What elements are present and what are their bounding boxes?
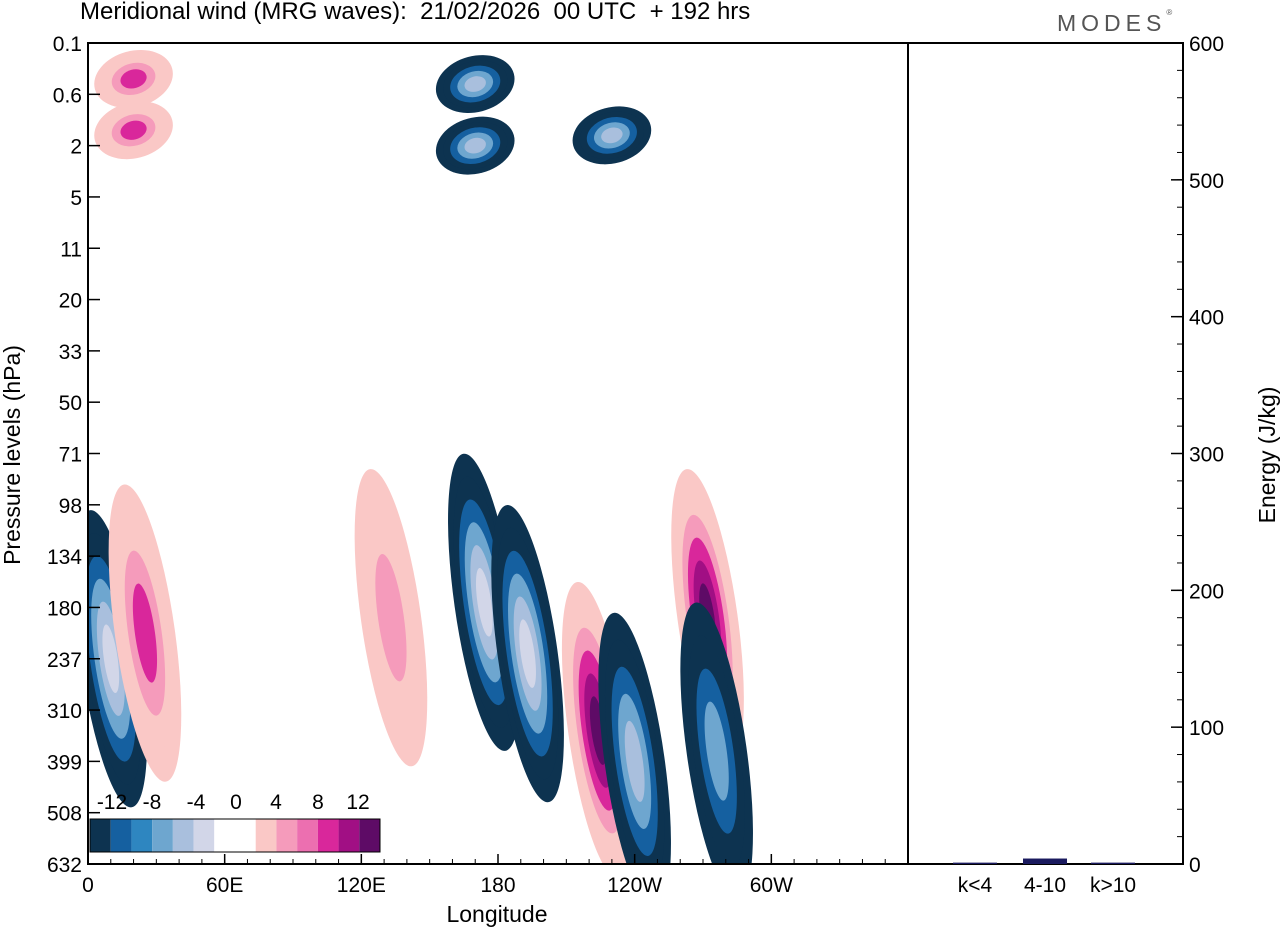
energy-plot-frame: [907, 42, 1184, 865]
y-tick-label: 98: [59, 495, 82, 518]
y-tick-label: 399: [47, 751, 82, 774]
energy-category-label: 4-10: [1024, 874, 1066, 897]
energy-category-label: k>10: [1090, 874, 1136, 897]
colorbar-cell: [172, 819, 194, 852]
colorbar-cell: [276, 819, 298, 852]
y-tick-label: 508: [47, 803, 82, 826]
x-tick-label: 0: [82, 874, 94, 897]
energy-tick-label: 600: [1189, 33, 1224, 56]
x-tick-label: 120E: [337, 874, 386, 897]
axis-labels: 0 60E 120E 180 120W 60W 0.1 0.6 2 5 11 20 33 50 71 98 13…: [47, 33, 1224, 897]
y-tick-label: 50: [59, 392, 82, 415]
colorbar-label: 0: [230, 791, 242, 814]
energy-tick-label: 100: [1189, 717, 1224, 740]
y-tick-label: 71: [59, 444, 82, 467]
brand-logo: MODES®: [1057, 8, 1173, 37]
colorbar-cell: [235, 819, 256, 852]
x-tick-label: 60E: [206, 874, 243, 897]
colorbar-label: -4: [187, 791, 206, 814]
colorbar-cell: [193, 819, 215, 852]
colorbar: -12 -8 -4 0 4 8 12: [89, 791, 381, 853]
y-tick-label: 237: [47, 649, 82, 672]
contour-band: [120, 120, 147, 140]
y-tick-label: 11: [60, 238, 82, 261]
x-tick-label: 180: [480, 874, 515, 897]
colorbar-cell: [297, 819, 318, 852]
energy-category-label: k<4: [958, 874, 993, 897]
colorbar-label: 4: [270, 791, 282, 814]
colorbar-cell: [214, 819, 235, 852]
y-tick-label: 134: [47, 546, 82, 569]
y-tick-label: 632: [47, 854, 82, 877]
contour-band: [375, 554, 407, 682]
y-tick-label: 0.6: [53, 84, 82, 107]
y-tick-label: 2: [70, 136, 82, 159]
y-axis-title: Pressure levels (hPa): [0, 345, 25, 565]
energy-bars: [953, 858, 1135, 864]
colorbar-cell: [255, 819, 277, 852]
contour-band: [464, 137, 486, 154]
colorbar-label: -8: [143, 791, 162, 814]
y-tick-label: 0.1: [53, 33, 82, 56]
y-tick-label: 310: [47, 700, 82, 723]
colorbar-label: -12: [97, 791, 127, 814]
y-tick-label: 180: [47, 597, 82, 620]
x-tick-label: 120W: [607, 874, 662, 897]
colorbar-cell: [110, 819, 132, 852]
colorbar-cell: [131, 819, 153, 852]
energy-tick-label: 500: [1189, 170, 1224, 193]
energy-tick-label: 400: [1189, 307, 1224, 330]
chart-title: Meridional wind (MRG waves): 21/02/2026 …: [80, 0, 751, 25]
heatmap-contours: [88, 49, 753, 864]
colorbar-label: 12: [346, 791, 369, 814]
colorbar-cell: [359, 819, 380, 852]
colorbar-cell: [90, 819, 111, 852]
energy-bar: [1023, 858, 1067, 864]
y-tick-label: 33: [59, 341, 82, 364]
y-tick-label: 20: [59, 290, 82, 313]
contour-band: [475, 568, 493, 637]
energy-tick-label: 200: [1189, 580, 1224, 603]
colorbar-frame: [89, 818, 381, 853]
contour-band: [589, 696, 607, 765]
contour-band: [624, 720, 645, 802]
energy-tick-label: 300: [1189, 444, 1224, 467]
colorbar-label: 8: [312, 791, 324, 814]
contour-band: [464, 76, 486, 92]
x-tick-label: 60W: [750, 874, 793, 897]
contour-band: [519, 619, 536, 688]
energy-tick-label: 0: [1189, 854, 1201, 877]
brand-text: MODES: [1057, 10, 1167, 36]
y-tick-label: 5: [70, 187, 82, 210]
colorbar-cell: [152, 819, 173, 852]
axis-ticks: [87, 42, 1183, 865]
energy-axis-title: Energy (J/kg): [1254, 387, 1280, 524]
contour-band: [132, 583, 158, 683]
energy-bar: [953, 862, 997, 864]
colorbar-cell: [338, 819, 360, 852]
colorbar-cell: [317, 819, 339, 852]
contour-band: [120, 69, 147, 89]
contour-band: [601, 127, 623, 144]
x-axis-title: Longitude: [446, 901, 547, 927]
contour-band: [102, 624, 120, 694]
contour-band: [704, 701, 729, 801]
energy-bar: [1091, 862, 1135, 864]
brand-mark: ®: [1166, 8, 1173, 17]
